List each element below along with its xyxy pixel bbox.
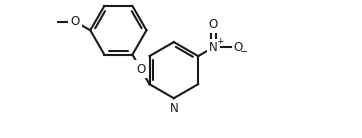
Text: +: + (216, 37, 224, 46)
Text: −: − (240, 47, 248, 57)
Text: O: O (136, 63, 146, 76)
Text: N: N (209, 41, 218, 54)
Text: N: N (169, 102, 178, 115)
Text: O: O (234, 41, 243, 54)
Text: O: O (209, 18, 218, 31)
Text: O: O (71, 15, 80, 28)
